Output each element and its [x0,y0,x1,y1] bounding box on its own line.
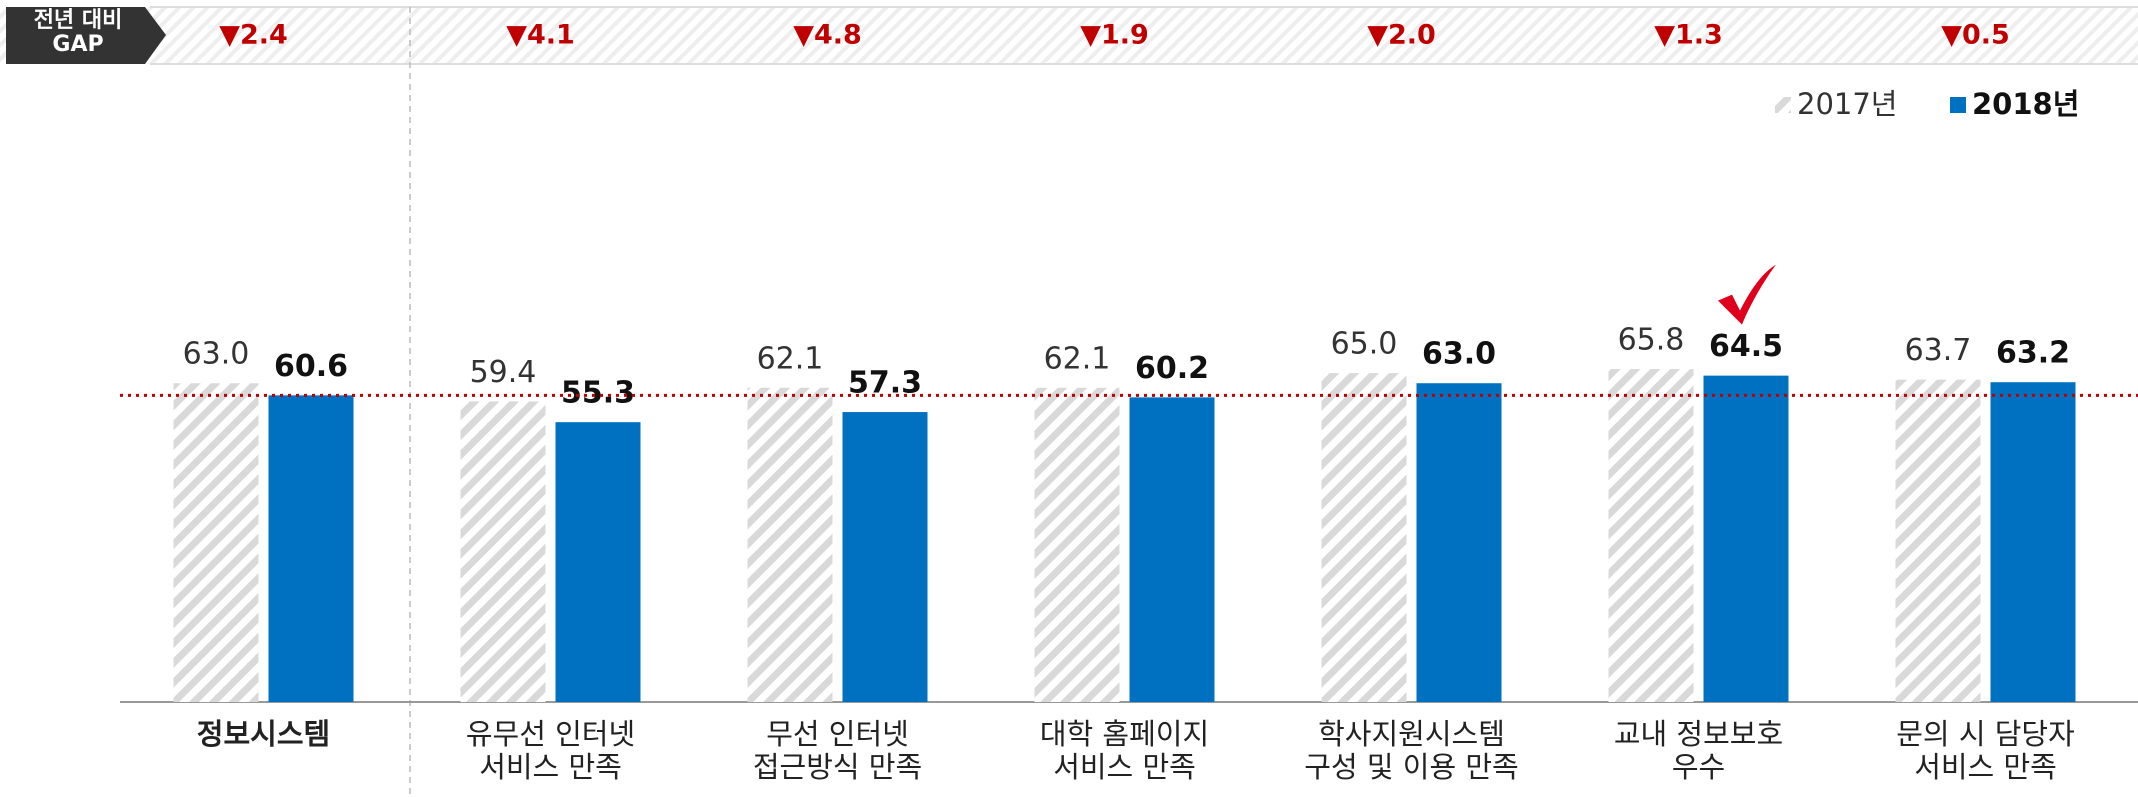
bar [1895,379,1981,702]
bar [555,422,641,702]
bar [460,401,546,702]
header-box [6,7,166,64]
category-label: 정보시스템 [196,717,331,751]
value-label: 64.5 [1709,329,1783,364]
value-label: 65.8 [1618,323,1685,358]
category-label: 유무선 인터넷 서비스 만족 [465,717,636,785]
check-mark [1718,264,1776,325]
bar [1990,382,2076,702]
bar [1321,373,1407,702]
gap-label: ▼1.9 [1080,20,1149,51]
category-label: 무선 인터넷 접근방식 만족 [752,717,923,785]
category-label: 교내 정보보호 우수 [1613,717,1784,785]
value-label: 65.0 [1331,327,1398,362]
value-label: 60.6 [274,349,348,384]
legend-swatch [1775,97,1791,113]
value-label: 63.7 [1905,333,1972,368]
legend-label: 2018년 [1972,87,2079,121]
value-label: 60.2 [1135,351,1209,386]
gap-label: ▼4.1 [506,20,575,51]
bar [173,383,259,702]
gap-label: ▼4.8 [793,20,862,51]
legend-label: 2017년 [1797,87,1897,121]
value-label: 63.2 [1996,336,2070,371]
value-label: 63.0 [1422,337,1496,372]
bar [1608,369,1694,702]
gap-label: ▼2.0 [1367,20,1436,51]
category-label: 대학 홈페이지 서비스 만족 [1039,717,1210,785]
gap-strip [0,7,2138,64]
value-label: 55.3 [561,376,635,411]
bar [1416,383,1502,702]
bar [1129,397,1215,702]
bar [1703,375,1789,702]
category-label: 문의 시 담당자 서비스 만족 [1896,717,2075,785]
legend-swatch [1950,97,1966,113]
bar [1034,387,1120,702]
value-label: 62.1 [1044,341,1111,376]
value-label: 62.1 [757,341,824,376]
value-label: 57.3 [848,366,922,401]
bar [747,387,833,702]
header-label: 전년 대비 GAP [33,8,123,58]
gap-label: ▼1.3 [1654,20,1723,51]
bar [842,412,928,702]
gap-label: ▼2.4 [219,20,288,51]
category-label: 학사지원시스템 구성 및 이용 만족 [1304,717,1519,785]
value-label: 59.4 [470,355,537,390]
bar [268,395,354,702]
value-label: 63.0 [183,337,250,372]
gap-label: ▼0.5 [1941,20,2010,51]
